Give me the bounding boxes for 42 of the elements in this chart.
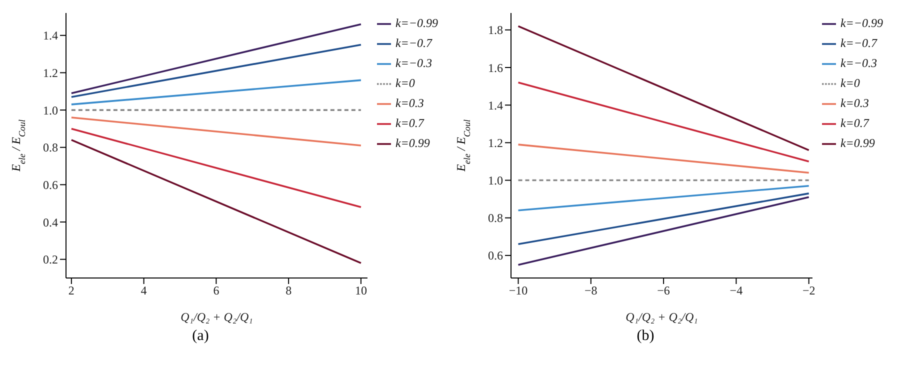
x-tick-label: −6 <box>657 284 670 298</box>
legend-label: k=−0.3 <box>395 56 432 70</box>
legend-label: k=−0.3 <box>840 56 877 70</box>
legend-label: k=−0.99 <box>395 16 438 30</box>
x-tick-label: −2 <box>802 284 816 298</box>
legend-label: k=0 <box>840 76 860 90</box>
y-tick-label: 1.6 <box>488 60 503 75</box>
y-tick-label: 0.4 <box>43 215 58 230</box>
y-tick-label: 1.2 <box>43 66 58 80</box>
legend-label: k=0.7 <box>840 116 869 130</box>
x-axis-title: Q₁/Q₂ + Q₂/Q₁ <box>626 310 698 324</box>
legend-label: k=−0.99 <box>840 16 883 30</box>
legend-label: k=−0.7 <box>840 36 877 50</box>
y-tick-label: 1.8 <box>488 23 503 38</box>
y-tick-label: 0.8 <box>43 140 58 155</box>
x-tick-label: −8 <box>584 284 598 298</box>
y-tick-label: 0.6 <box>488 248 503 263</box>
x-tick-label: 8 <box>286 284 292 298</box>
y-tick-label: 1.0 <box>43 103 58 118</box>
y-tick-label: 1.0 <box>488 174 503 188</box>
y-tick-label: 0.8 <box>488 211 503 226</box>
x-tick-label: 10 <box>354 284 367 298</box>
y-tick-label: 0.6 <box>43 178 58 192</box>
legend-label: k=0.3 <box>395 96 424 110</box>
text: (a) <box>191 328 210 345</box>
y-tick-label: 1.4 <box>488 98 503 112</box>
x-tick-label: −10 <box>508 284 528 298</box>
x-tick-label: −4 <box>730 284 743 298</box>
legend-label: k=0.99 <box>840 136 875 150</box>
y-tick-label: 1.2 <box>488 136 503 150</box>
x-tick-label: 2 <box>68 284 74 298</box>
legend-label: k=0.7 <box>395 116 424 130</box>
x-tick-label: 4 <box>140 284 147 298</box>
legend-label: k=−0.7 <box>395 36 432 50</box>
x-tick-label: 6 <box>213 284 220 298</box>
legend-label: k=0.99 <box>395 136 430 150</box>
x-axis-title: Q₁/Q₂ + Q₂/Q₁ <box>180 310 253 324</box>
text: (b) <box>636 328 656 345</box>
legend-label: k=0 <box>395 76 415 90</box>
legend-label: k=0.3 <box>840 96 869 110</box>
y-tick-label: 1.4 <box>43 28 58 43</box>
y-tick-label: 0.2 <box>43 252 58 267</box>
